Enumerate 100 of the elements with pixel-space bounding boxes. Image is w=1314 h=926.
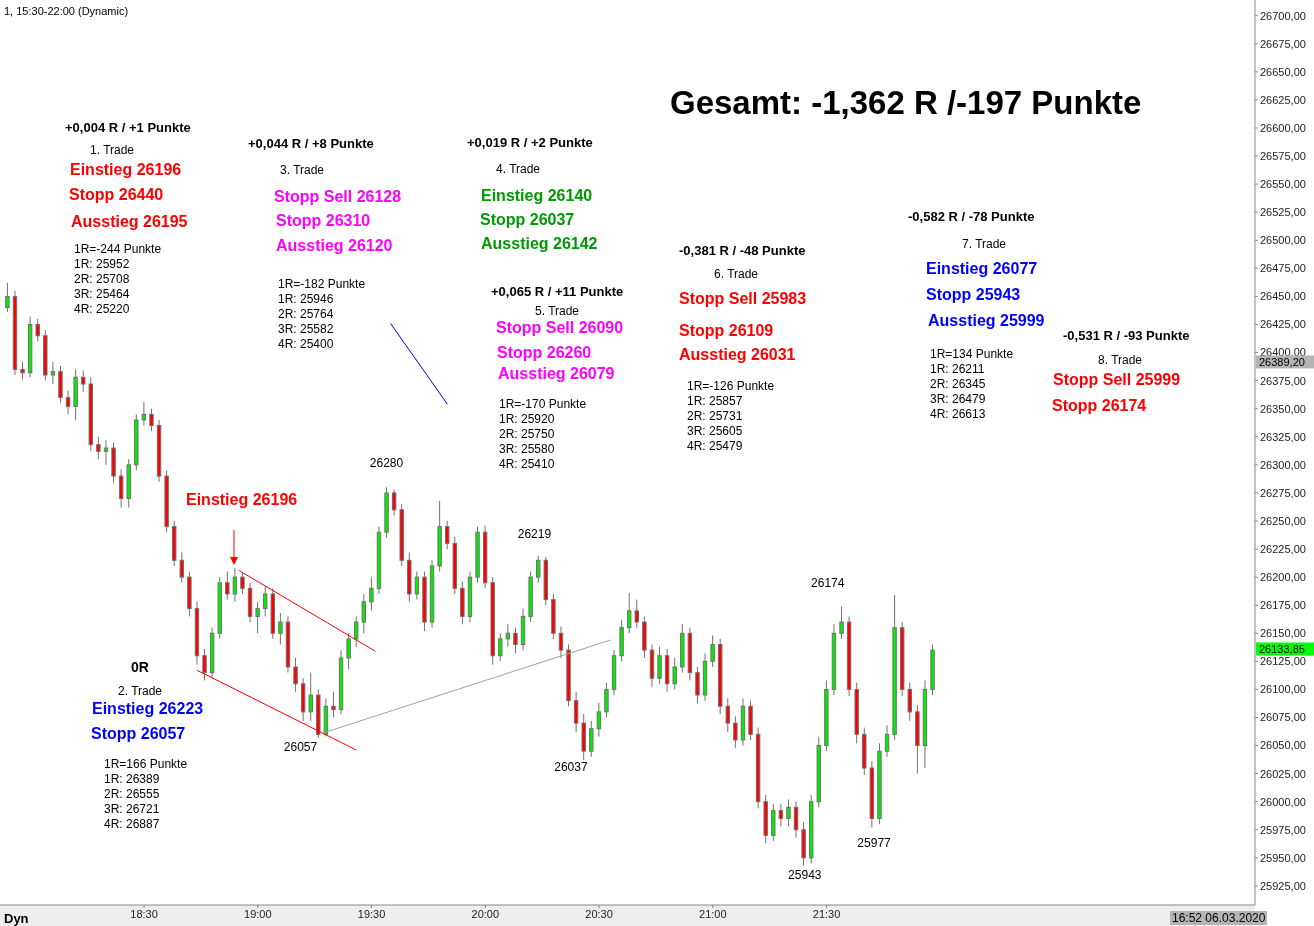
annotation: +0,044 R / +8 Punkte xyxy=(248,135,374,151)
annotation: 26174 xyxy=(811,576,845,591)
annotation: 1R=166 Punkte xyxy=(104,757,188,771)
annotation: 25943 xyxy=(788,867,822,882)
candlestick xyxy=(293,657,298,693)
candlestick xyxy=(536,555,541,584)
annotation: Einstieg 26223 xyxy=(92,700,204,717)
text: 1, 15:30-22:00 (Dynamic) xyxy=(4,5,129,17)
x-tick-label: 19:00 xyxy=(244,907,272,920)
candlestick xyxy=(695,666,700,704)
annotation: 1R: 25920 xyxy=(499,412,555,426)
y-tick-label: 26150,00 xyxy=(1260,627,1306,640)
candlestick xyxy=(604,682,609,718)
annotation: Gesamt: -1,362 R /-197 Punkte xyxy=(670,83,1142,121)
y-tick-label: 26200,00 xyxy=(1260,571,1306,584)
candlestick xyxy=(634,599,639,629)
annotation: Ausstieg 26031 xyxy=(679,346,796,363)
y-tick-label: 26650,00 xyxy=(1260,65,1306,78)
y-tick-label: 25950,00 xyxy=(1260,851,1306,864)
annotation: 2R: 26555 xyxy=(104,787,160,801)
annotation: 26219 xyxy=(517,526,552,541)
annotation: Stopp 25943 xyxy=(926,286,1021,303)
candlestick xyxy=(35,318,40,342)
y-tick-label: 26575,00 xyxy=(1260,149,1306,162)
annotation: +0,065 R / +11 Punkte xyxy=(491,283,624,299)
y-tick-label: 26125,00 xyxy=(1260,655,1306,668)
y-tick-label: 26325,00 xyxy=(1260,430,1306,443)
candlestick xyxy=(391,489,397,516)
y-tick-label: 26025,00 xyxy=(1260,767,1306,780)
x-tick-label: 18:30 xyxy=(130,907,158,920)
annotation: -0,531 R / -93 Punkte xyxy=(1063,327,1190,343)
candlestick xyxy=(657,646,662,685)
annotation: 4R: 25479 xyxy=(687,439,743,453)
annotation: 2R: 26345 xyxy=(930,377,986,391)
x-tick-label: 20:30 xyxy=(585,907,613,920)
annotation: Stopp 26174 xyxy=(1052,397,1147,414)
annotation: Stopp Sell 25999 xyxy=(1053,371,1181,388)
candlestick xyxy=(589,720,594,758)
candlestick xyxy=(793,801,799,839)
candlestick xyxy=(361,593,366,634)
y-tick-label: 26675,00 xyxy=(1260,37,1306,50)
y-tick-label: 26425,00 xyxy=(1260,318,1306,331)
y-tick-label: 26225,00 xyxy=(1260,542,1306,555)
y-tick-label: 26050,00 xyxy=(1260,739,1306,752)
annotation: 3R: 25582 xyxy=(278,322,334,336)
x-tick-label: 19:30 xyxy=(357,907,386,920)
candlestick xyxy=(558,626,564,659)
annotation: Stopp 26037 xyxy=(480,211,575,228)
annotation: 1R: 25857 xyxy=(687,394,743,408)
y-tick-label: 26275,00 xyxy=(1260,486,1306,499)
candlestick xyxy=(725,697,730,733)
annotation: Stopp Sell 26128 xyxy=(274,188,402,205)
annotation: 26280 xyxy=(369,456,404,471)
candlestick xyxy=(573,691,579,733)
x-tick-label: 21:00 xyxy=(699,907,727,920)
candlestick xyxy=(369,576,374,612)
candlestick xyxy=(118,468,124,509)
candlestick xyxy=(263,585,268,617)
annotation: Stopp 26109 xyxy=(679,322,774,339)
annotation: +0,019 R / +2 Punkte xyxy=(467,134,593,150)
annotation: -0,582 R / -78 Punkte xyxy=(908,208,1035,224)
y-tick-label: 26075,00 xyxy=(1260,711,1306,724)
annotation: 1R: 25952 xyxy=(74,257,130,271)
y-tick-label: 26550,00 xyxy=(1260,178,1306,191)
annotation: 3. Trade xyxy=(280,163,325,177)
annotation: Stopp 26057 xyxy=(91,725,186,742)
annotation: 3R: 26479 xyxy=(930,392,986,406)
annotation: Stopp Sell 26090 xyxy=(496,319,624,336)
annotation: Einstieg 26196 xyxy=(70,161,182,178)
annotation: Ausstieg 26195 xyxy=(71,213,188,230)
y-tick-label: 26625,00 xyxy=(1260,93,1306,106)
y-tick-label: 26100,00 xyxy=(1260,683,1306,696)
y-tick-label: 26300,00 xyxy=(1260,458,1306,471)
candlestick xyxy=(346,632,351,670)
text: 16:52 06.03.2020 xyxy=(1170,911,1268,925)
text: 26133,85 xyxy=(1256,642,1314,656)
annotation: 26037 xyxy=(554,760,588,775)
y-tick-label: 26450,00 xyxy=(1260,290,1306,303)
y-tick-label: 26375,00 xyxy=(1260,374,1306,387)
candlestick xyxy=(884,724,890,758)
y-tick-label: 26000,00 xyxy=(1260,795,1306,808)
annotation: 3R: 25464 xyxy=(74,287,130,301)
annotation: Stopp Sell 25983 xyxy=(679,290,807,307)
annotation: -0,381 R / -48 Punkte xyxy=(679,242,806,258)
y-tick-label: 25925,00 xyxy=(1260,879,1306,892)
candlestick xyxy=(50,361,56,385)
candlestick xyxy=(498,632,503,662)
annotation: 4R: 25400 xyxy=(278,337,334,351)
x-tick-label: 21:30 xyxy=(812,907,841,920)
y-tick-label: 26350,00 xyxy=(1260,402,1306,415)
annotation: 2R: 25708 xyxy=(74,272,130,286)
candlestick xyxy=(513,627,518,654)
candlestick xyxy=(596,702,602,738)
x-tick-label: 20:00 xyxy=(471,907,500,920)
candlestick xyxy=(331,691,336,718)
annotation: 4R: 25410 xyxy=(499,457,555,471)
annotation: 4. Trade xyxy=(496,162,541,176)
candlestick xyxy=(103,439,109,466)
annotation: Einstieg 26196 xyxy=(186,491,298,508)
annotation: 25977 xyxy=(857,835,891,850)
